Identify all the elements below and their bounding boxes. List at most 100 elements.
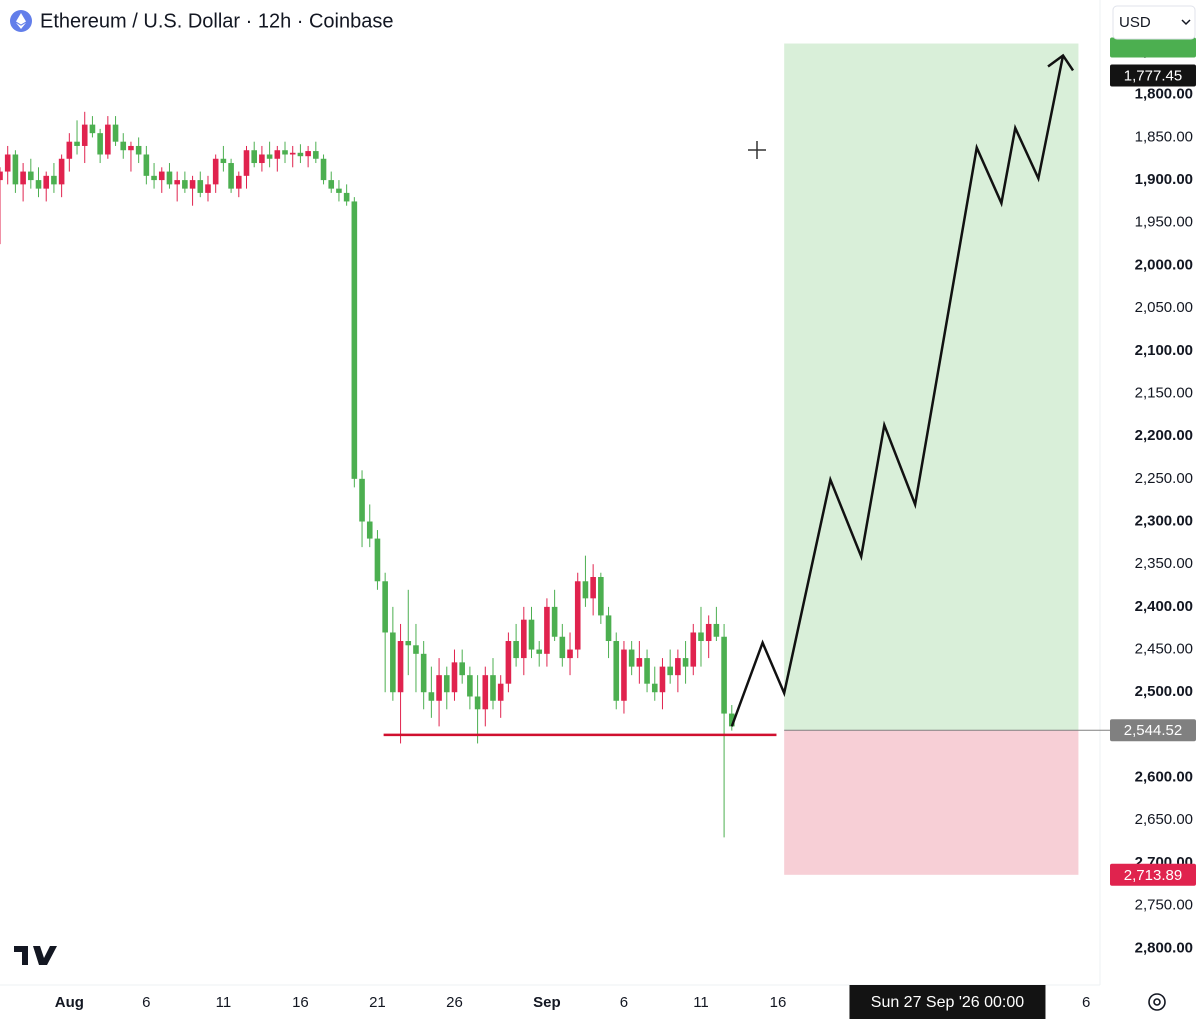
candle-body [551, 606, 558, 637]
x-tick-label: Aug [55, 994, 84, 1011]
candle-body [282, 150, 288, 155]
candle-body [313, 151, 319, 159]
coin-icon-glyph [16, 13, 26, 29]
candle-body [459, 662, 465, 676]
candle-body [382, 581, 388, 633]
projection-line [730, 55, 1065, 727]
x-tick-label: 11 [693, 994, 709, 1011]
profit-zone [784, 43, 1079, 731]
candle-body [243, 150, 250, 176]
candle-body [667, 666, 673, 676]
candle-body [58, 158, 65, 185]
x-tick-label: 6 [620, 994, 628, 1011]
y-tick-label: 2,750.00 [1135, 897, 1193, 914]
candle-body [143, 154, 150, 176]
candle-body [220, 158, 227, 164]
price-label: 2,713.89 [1124, 867, 1182, 884]
x-tick-label: 16 [292, 994, 309, 1011]
candle-body [189, 180, 196, 189]
candle-body [374, 538, 381, 582]
candle-body [482, 675, 489, 710]
candle-body [336, 188, 342, 193]
candle-body [713, 623, 720, 637]
candle-body [628, 649, 635, 667]
candle-body [682, 658, 689, 667]
price-label-box [1110, 64, 1196, 87]
x-tick-label: 26 [446, 994, 463, 1011]
price-label: 1,777.45 [1124, 67, 1182, 84]
target-price-label [1110, 37, 1196, 58]
candle-body [420, 653, 427, 693]
candle-body [559, 636, 566, 659]
candle-body [474, 696, 481, 710]
candle-body [397, 641, 404, 693]
candle-body [343, 192, 350, 202]
candle-body [328, 180, 335, 189]
brand-logo [14, 946, 57, 965]
candle-body [574, 581, 581, 650]
candle-body [66, 141, 73, 159]
y-tick-label: 1,900.00 [1135, 171, 1193, 188]
y-tick-label: 2,500.00 [1135, 683, 1193, 700]
settings-button[interactable] [1148, 993, 1166, 1011]
y-tick-label: 2,050.00 [1135, 299, 1193, 316]
candle-body [728, 713, 735, 727]
candle-body [528, 619, 535, 650]
candle-body [120, 141, 127, 151]
candle-body [51, 175, 57, 185]
y-tick-label: 1,950.00 [1135, 214, 1193, 231]
crosshair-time-label: Sun 27 Sep '26 00:00 [871, 994, 1025, 1011]
currency-select-label: USD [1119, 14, 1151, 31]
settings-ring [1148, 993, 1166, 1011]
candle-body [598, 577, 604, 616]
y-tick-label: 1,800.00 [1135, 86, 1193, 103]
x-tick-label: 11 [216, 994, 232, 1011]
currency-select[interactable]: USD [1112, 5, 1196, 40]
candle-body [28, 171, 34, 181]
candle-body [174, 180, 180, 185]
chart-title: Ethereum / U.S. Dollar · 12h · Coinbase [40, 10, 394, 32]
candle-body [359, 478, 365, 522]
candle-body [698, 632, 704, 642]
candle-body [43, 175, 50, 189]
candle-body [451, 662, 458, 693]
y-tick-label: 2,200.00 [1135, 427, 1193, 444]
loss-zone [784, 730, 1079, 875]
y-tick-label: 2,600.00 [1135, 769, 1193, 786]
price-label-box [1110, 863, 1196, 886]
candle-body [582, 581, 589, 599]
candle-body [128, 145, 134, 151]
price-label: 2,544.52 [1124, 722, 1182, 739]
candle-body [105, 124, 111, 155]
candle-body [4, 154, 11, 172]
y-tick-label: 2,100.00 [1135, 342, 1193, 359]
candle-body [81, 124, 88, 146]
currency-select-chevron [1181, 19, 1191, 26]
candle-body [20, 171, 26, 185]
candle-body [274, 150, 281, 159]
y-tick-label: 1,850.00 [1135, 128, 1193, 145]
x-tick-label: 21 [369, 994, 386, 1011]
candle-body [205, 184, 211, 193]
candle-body [636, 658, 643, 667]
candle-body [228, 163, 234, 189]
candle-body [467, 675, 473, 697]
candle-body [97, 133, 103, 155]
cursor-cross [748, 141, 766, 159]
candle-body [413, 645, 419, 654]
candle-body [390, 632, 396, 693]
candle-body [289, 152, 296, 155]
candle-body [613, 641, 620, 701]
y-tick-label: 2,800.00 [1135, 939, 1193, 956]
candle-body [490, 675, 496, 701]
price-label-box [1110, 719, 1196, 742]
candle-body [705, 623, 712, 642]
candle-body [659, 666, 666, 693]
candle-body [644, 658, 650, 684]
x-tick-label: Sep [533, 994, 561, 1011]
candle-body [235, 175, 242, 189]
projection-arrowhead [1047, 53, 1075, 72]
y-tick-label: 2,300.00 [1135, 512, 1193, 529]
candle-body [197, 180, 204, 193]
candle-body [675, 658, 681, 676]
